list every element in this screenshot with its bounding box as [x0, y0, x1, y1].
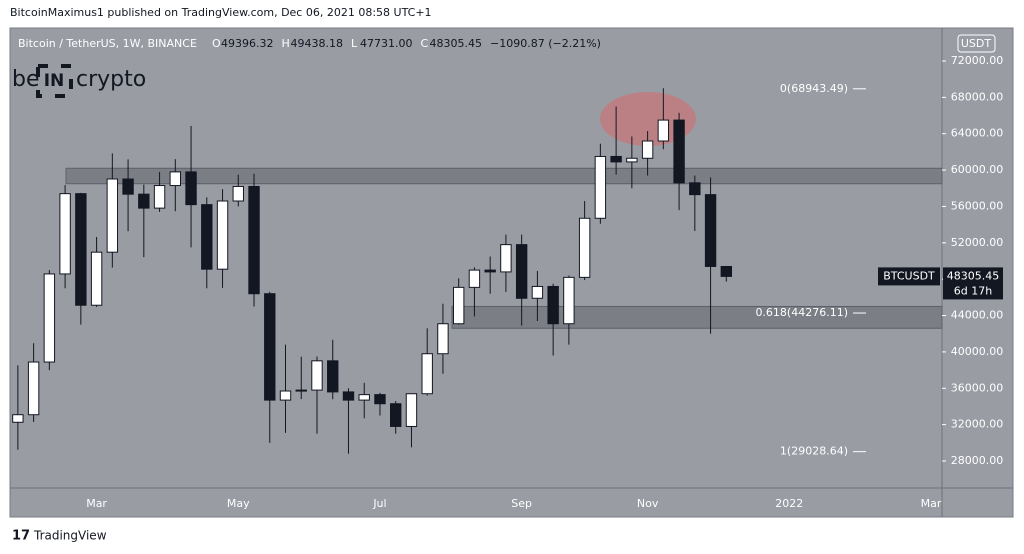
candle-body: [500, 244, 512, 273]
candle-body: [594, 155, 607, 219]
candle-body: [311, 360, 323, 391]
logo: crypto: [76, 67, 146, 92]
candle-body: [216, 200, 229, 270]
y-tick-label: 72000.00: [951, 54, 1004, 67]
candle-body: [531, 285, 544, 299]
ohlc-value: 47731.00: [360, 37, 413, 50]
x-tick-label: Nov: [637, 497, 659, 510]
candle-body: [122, 178, 134, 195]
candle-body: [201, 204, 213, 270]
ohlc-change: −1090.87 (−2.21%): [490, 37, 601, 50]
candle-body: [295, 389, 307, 392]
x-tick-label: Mar: [921, 497, 942, 510]
candle-body: [169, 171, 181, 187]
candle-body: [437, 323, 449, 355]
fib-label: 0.618(44276.11): [755, 306, 848, 319]
candle-body: [106, 178, 119, 253]
candle-body: [279, 390, 292, 401]
chart-frame: [9, 27, 1014, 518]
candle-body: [43, 273, 56, 363]
ohlc-key: O: [212, 37, 221, 50]
candle-body: [452, 286, 465, 325]
candle-body: [673, 119, 685, 184]
candle-body: [657, 119, 670, 142]
footer: TradingView: [33, 529, 107, 543]
ohlc-value: 49396.32: [221, 37, 274, 50]
candle-body: [563, 276, 575, 325]
y-tick-label: 36000.00: [951, 381, 1004, 394]
y-tick-label: 68000.00: [951, 90, 1004, 103]
logo-bracket: [36, 64, 73, 98]
ohlc-key: L: [351, 37, 358, 50]
y-tick-label: 40000.00: [951, 345, 1004, 358]
candle-body: [90, 251, 103, 306]
candle-body: [547, 285, 559, 325]
highlight: [600, 92, 696, 146]
ohlc-key: C: [421, 37, 429, 50]
x-tick-label: Jul: [372, 497, 386, 510]
candle-body: [641, 140, 654, 159]
y-tick-label: 28000.00: [951, 454, 1004, 467]
header: BitcoinMaximus1 published on TradingView…: [10, 6, 432, 19]
candle-body: [578, 217, 591, 278]
x-tick-label: May: [227, 497, 250, 510]
candle-body: [484, 269, 496, 273]
symbol-title: Bitcoin / TetherUS, 1W, BINANCE: [18, 37, 197, 50]
fib-label: 0(68943.49): [780, 82, 848, 95]
currency-box: [957, 34, 996, 53]
zone: [65, 167, 943, 185]
candle-body: [59, 193, 71, 275]
currency: USDT: [961, 37, 992, 50]
candle-body: [610, 155, 622, 163]
logo: be: [12, 67, 40, 92]
y-tick-label: 64000.00: [951, 127, 1004, 140]
candle-body: [12, 414, 24, 423]
candle-body: [689, 182, 701, 196]
candle-body: [374, 394, 386, 405]
candle-body: [153, 185, 166, 209]
y-tick-label: 60000.00: [951, 163, 1004, 176]
candle-body: [27, 361, 40, 416]
logo: IN: [44, 71, 65, 91]
candle-body: [390, 403, 402, 427]
price-box: [943, 267, 1003, 300]
price-tag: [878, 267, 940, 286]
candle-body: [626, 157, 638, 163]
countdown: 6d 17h: [954, 284, 992, 297]
candle-body: [232, 185, 244, 202]
x-tick-label: 2022: [775, 497, 803, 510]
candle-body: [327, 360, 339, 393]
y-tick-label: 32000.00: [951, 418, 1004, 431]
candle-body: [248, 185, 260, 295]
fib-label: 1(29028.64): [780, 445, 848, 458]
candle-body: [468, 269, 481, 288]
candle-body: [138, 193, 150, 209]
y-tick-label: 56000.00: [951, 199, 1004, 212]
candle-body: [185, 171, 197, 206]
last-price: 48305.45: [947, 269, 1000, 282]
y-tick-label: 44000.00: [951, 309, 1004, 322]
ohlc-key: H: [282, 37, 290, 50]
candle-body: [75, 193, 87, 306]
candle-body: [720, 265, 733, 277]
x-tick-label: Mar: [86, 497, 107, 510]
candle-body: [405, 393, 418, 427]
candle-body: [358, 394, 370, 401]
x-tick-label: Sep: [511, 497, 532, 510]
price-tag-label: BTCUSDT: [883, 269, 935, 282]
footer-logo: 17: [12, 529, 30, 544]
ohlc-value: 49438.18: [291, 37, 344, 50]
candle-body: [421, 353, 433, 395]
ohlc-value: 48305.45: [430, 37, 483, 50]
y-tick-label: 52000.00: [951, 236, 1004, 249]
candle-body: [264, 293, 276, 401]
candle-body: [704, 194, 717, 267]
candle-body: [515, 244, 528, 299]
candle-body: [342, 391, 355, 401]
zone: [451, 305, 943, 329]
